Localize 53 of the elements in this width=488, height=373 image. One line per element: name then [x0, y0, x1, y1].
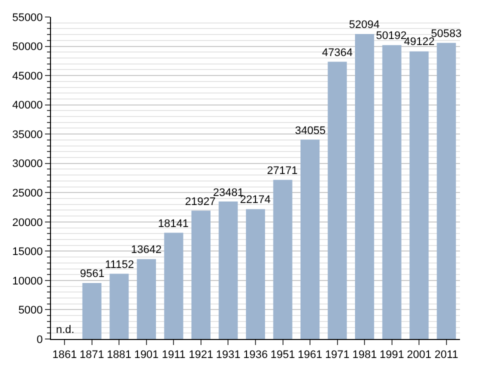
data-label: 22174	[240, 194, 271, 206]
x-tick-label: 1971	[325, 349, 350, 362]
x-tick-label: 1871	[80, 349, 104, 362]
x-tick-label: 1931	[216, 349, 240, 362]
text: n.d.	[56, 324, 74, 336]
bar	[164, 232, 184, 339]
data-label: 52094	[349, 19, 380, 31]
y-tick-label: 45000	[12, 70, 43, 82]
x-tick-label: 2001	[406, 349, 432, 362]
x-tick-label: 1911	[162, 349, 186, 362]
x-tick-label: 2011	[434, 349, 458, 362]
y-tick-label: 5000	[18, 304, 43, 317]
bar	[436, 42, 456, 339]
data-label: 9561	[80, 268, 104, 280]
y-tick-label: 40000	[12, 100, 43, 112]
y-tick-label: 0	[36, 334, 43, 346]
x-tick-label: 1861	[52, 349, 77, 362]
x-tick-label: 1936	[243, 349, 268, 362]
y-tick-label: 55000	[12, 12, 43, 24]
x-tick-label: 1921	[188, 349, 214, 362]
bar	[218, 202, 238, 339]
data-label: 13642	[131, 244, 162, 256]
x-tick-label: 1991	[380, 349, 404, 362]
data-label: 21927	[185, 196, 216, 208]
bar	[382, 45, 402, 339]
y-tick-label: 20000	[12, 216, 43, 229]
x-tick-label: 1901	[134, 349, 159, 362]
bar	[273, 180, 292, 339]
bar	[300, 140, 320, 339]
bar	[191, 210, 211, 339]
y-tick-label: 30000	[12, 158, 43, 170]
bar	[410, 51, 429, 339]
bar	[136, 259, 156, 339]
y-tick-label: 35000	[12, 128, 43, 141]
bar	[355, 34, 374, 339]
x-tick-label: 1961	[298, 349, 322, 362]
data-label: 47364	[322, 47, 353, 59]
y-tick-label: 10000	[12, 275, 43, 288]
data-label: 18141	[158, 218, 189, 230]
data-label: 49122	[404, 36, 435, 48]
data-label: 27171	[267, 165, 298, 177]
bar	[110, 274, 129, 339]
x-tick-label: 1951	[270, 349, 296, 362]
y-tick-label: 25000	[12, 187, 43, 200]
data-label: 34055	[295, 125, 326, 137]
bar	[82, 283, 102, 339]
x-tick-label: 1981	[352, 349, 377, 362]
bar	[246, 209, 266, 339]
bar	[328, 62, 347, 339]
data-label: 11152	[105, 259, 134, 271]
y-tick-label: 50000	[12, 41, 43, 54]
x-tick-label: 1881	[106, 349, 132, 362]
y-tick-label: 15000	[12, 246, 43, 258]
